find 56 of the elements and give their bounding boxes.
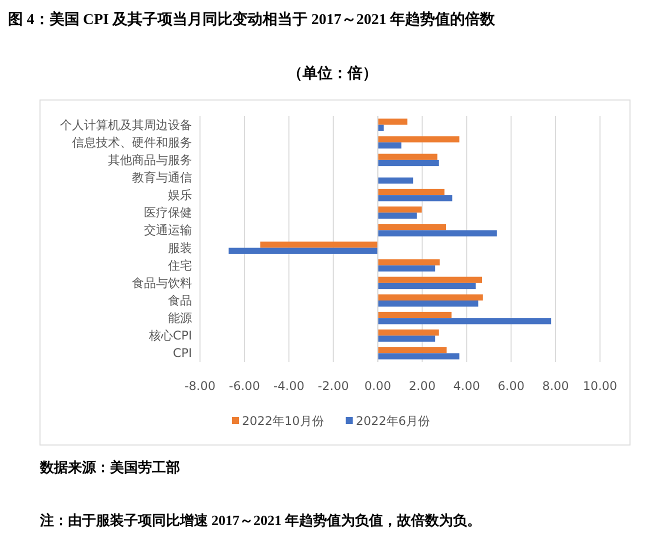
bar [378, 212, 417, 219]
y-tick-label: 核心CPI [148, 328, 192, 343]
y-tick-label: 食品 [168, 294, 192, 308]
x-tick-label: 0.00 [364, 379, 392, 393]
y-tick-label: 交通运输 [144, 223, 192, 238]
bar [378, 294, 483, 300]
bar [260, 242, 378, 248]
bar [378, 265, 436, 272]
x-tick-label: -2.00 [318, 379, 349, 393]
x-tick-label: -6.00 [228, 379, 260, 393]
bar [378, 259, 440, 266]
x-tick-label: 4.00 [453, 379, 480, 393]
x-tick-label: 2.00 [408, 379, 436, 393]
bar [378, 136, 460, 142]
legend-label: 2022年6月份 [356, 414, 430, 428]
bar [378, 142, 402, 149]
bar [378, 188, 444, 196]
x-tick-label: -4.00 [273, 379, 304, 393]
y-tick-label: 娱乐 [168, 188, 192, 202]
bar [378, 206, 422, 213]
title: 图 4：美国 CPI 及其子项当月同比变动相当于 2017～2021 年趋势值的倍数 [8, 12, 496, 28]
y-tick-label: 其他商品与服务 [108, 152, 192, 167]
y-tick-label: 教育与通信 [132, 170, 192, 184]
bar [378, 318, 552, 324]
x-tick-label: -8.00 [184, 379, 216, 393]
bar [378, 178, 414, 184]
bar [378, 154, 438, 160]
bar [378, 353, 460, 360]
legend-label: 2022年10月份 [242, 414, 324, 428]
bar [378, 276, 482, 283]
y-tick-label: 服装 [168, 240, 192, 255]
y-tick-label: CPI [172, 346, 192, 360]
bar [378, 160, 439, 166]
text: 注：由于服装子项同比增速 2017～2021 年趋势值为负值，故倍数为负。 [39, 512, 481, 529]
bar [378, 312, 452, 318]
bar [378, 329, 439, 336]
bar [378, 282, 476, 290]
y-tick-label: 个人计算机及其周边设备 [60, 118, 192, 132]
y-tick-label: 食品与饮料 [132, 276, 192, 290]
y-tick-label: 医疗保健 [144, 206, 192, 220]
bar [378, 118, 408, 125]
y-tick-label: 能源 [168, 311, 192, 326]
x-tick-label: 10.00 [582, 379, 618, 393]
bar [378, 347, 447, 354]
bar [378, 300, 478, 307]
x-tick-label: 6.00 [498, 379, 524, 393]
x-tick-label: 8.00 [542, 379, 569, 393]
y-tick-label: 住宅 [167, 258, 192, 272]
subtitle: （单位：倍） [288, 66, 378, 82]
bar [378, 230, 497, 236]
bar [378, 336, 436, 342]
y-tick-label: 信息技术、硬件和服务 [72, 135, 192, 150]
bar [378, 224, 446, 230]
source-note: 数据来源：美国劳工部 [39, 459, 180, 476]
bar [228, 248, 378, 254]
bar [378, 195, 452, 202]
